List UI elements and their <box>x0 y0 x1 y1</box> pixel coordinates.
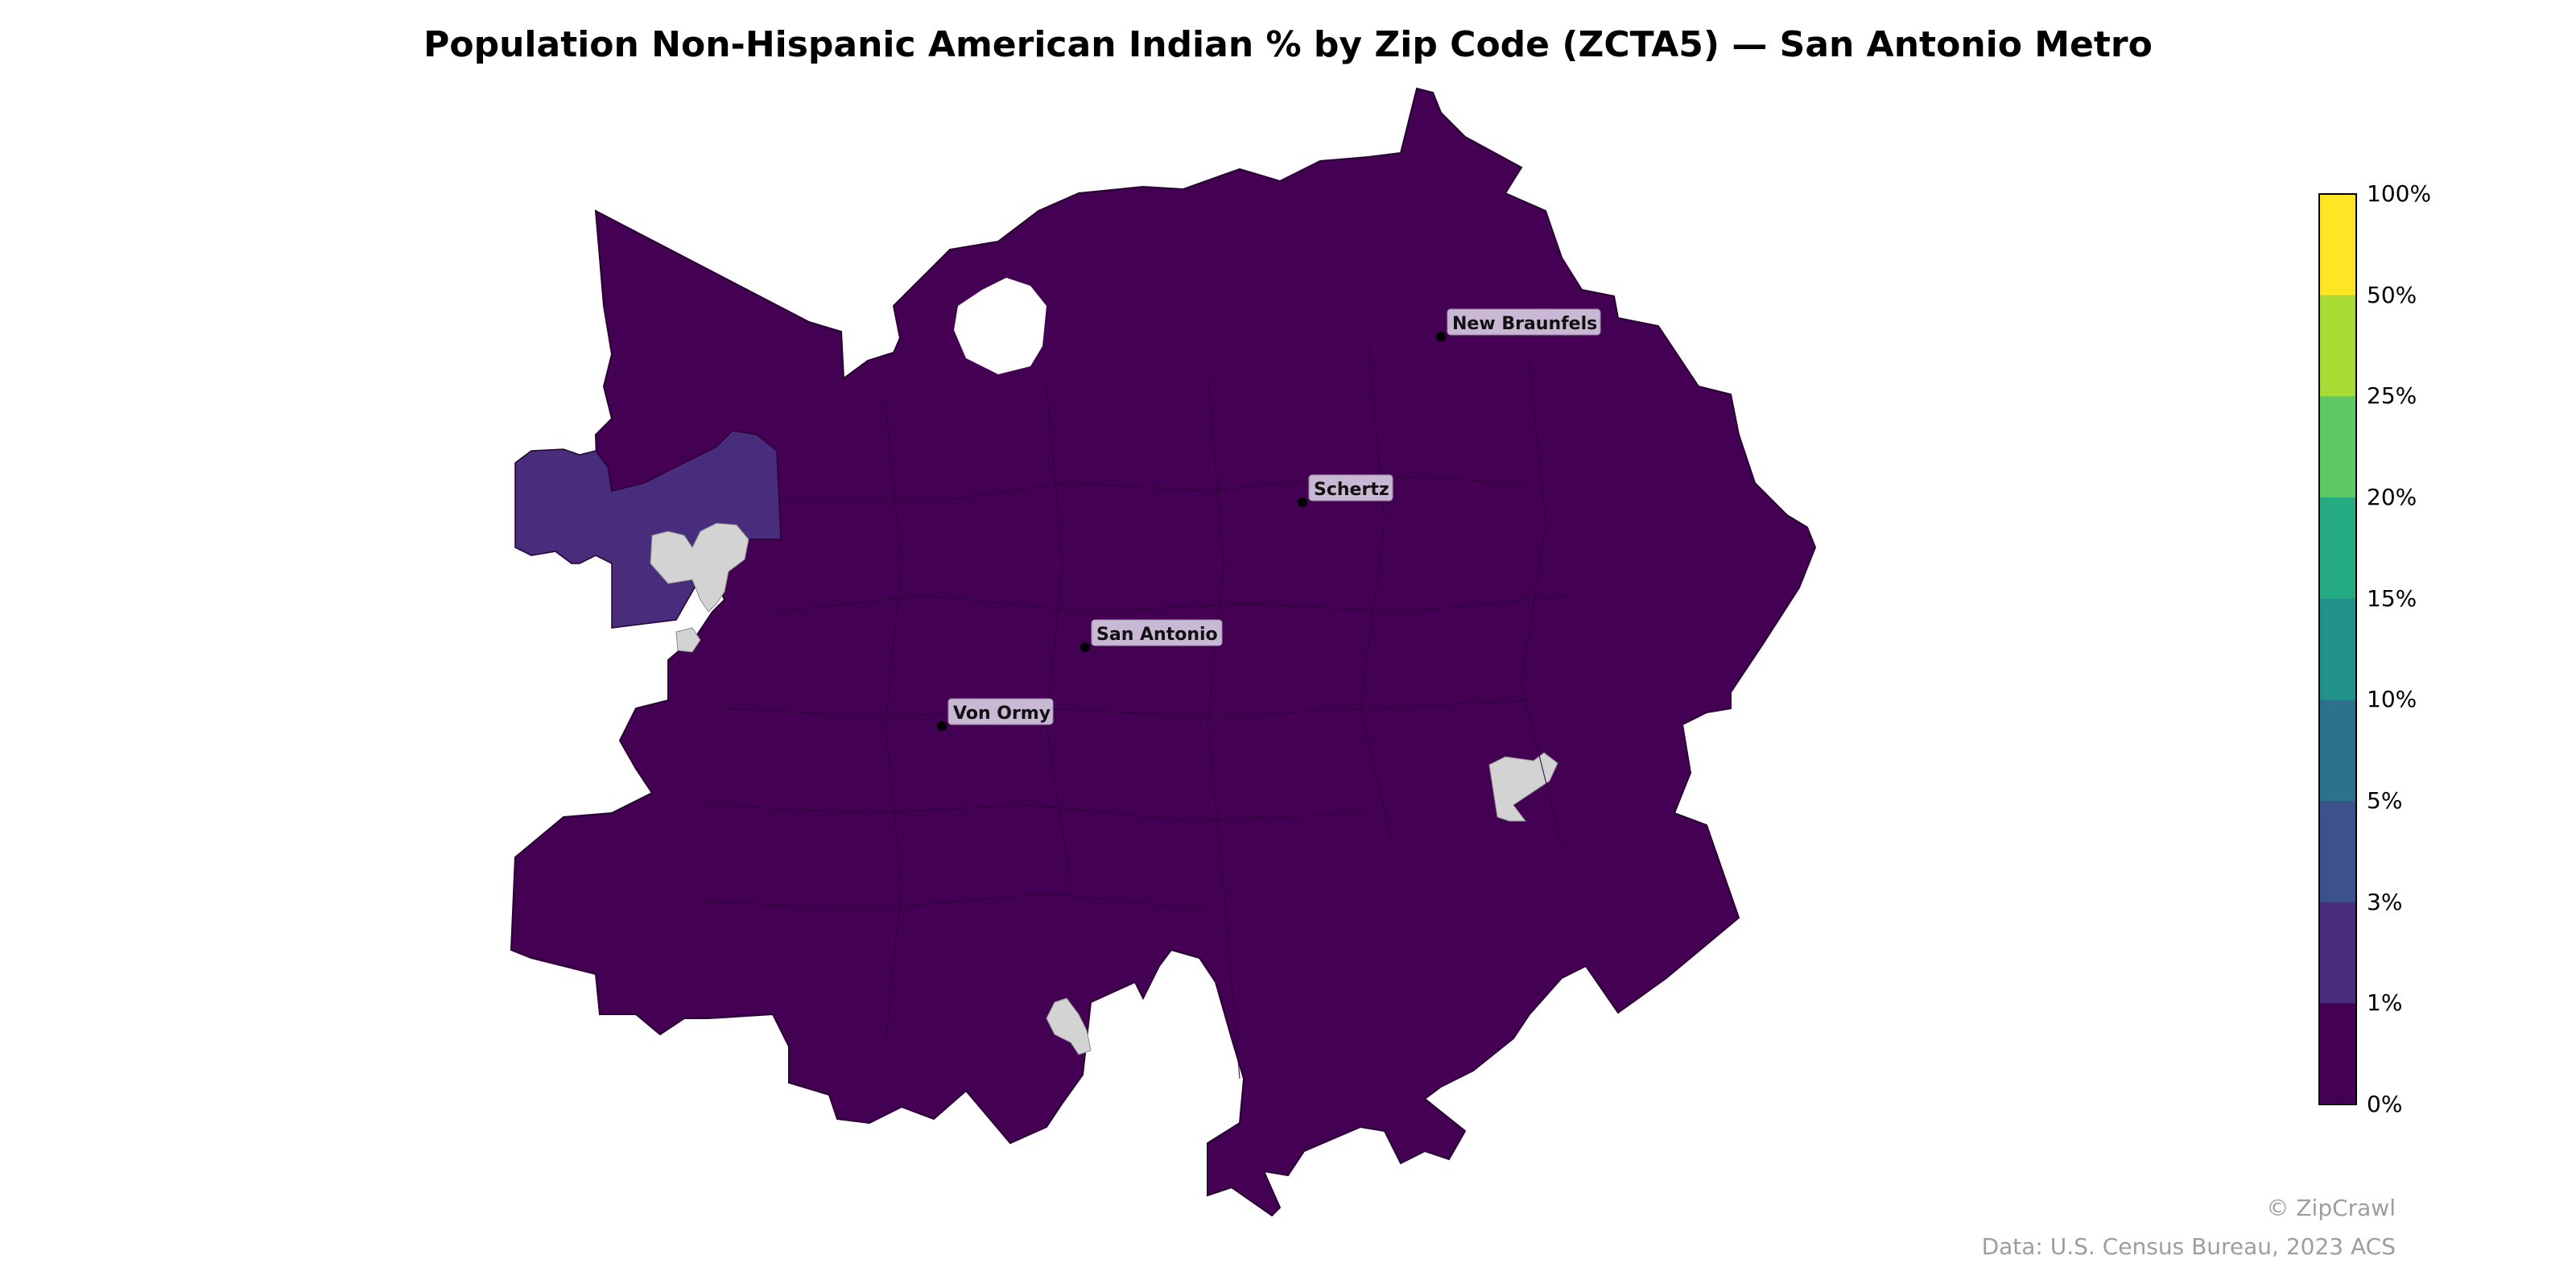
legend-tick-label: 3% <box>2367 888 2403 915</box>
metro-region <box>510 87 1817 1217</box>
legend-tick-label: 25% <box>2367 382 2417 410</box>
unincorporated-gap <box>954 278 1046 374</box>
city-marker-von-ormy: Von Ormy <box>937 698 1054 731</box>
legend-tick-label: 5% <box>2367 787 2403 814</box>
city-label: New Braunfels <box>1452 314 1597 334</box>
city-label: Schertz <box>1314 480 1389 500</box>
no-data-area <box>675 627 701 653</box>
map-title: Population Non-Hispanic American Indian … <box>423 24 2153 65</box>
source-text: Data: U.S. Census Bureau, 2023 ACS <box>1981 1233 2396 1260</box>
legend-bin <box>2319 700 2356 802</box>
legend-tick-label: 0% <box>2367 1091 2403 1117</box>
city-marker-schertz: Schertz <box>1298 474 1393 507</box>
legend-bin <box>2319 194 2356 296</box>
legend-bin <box>2319 1003 2356 1105</box>
no-data-area <box>1046 997 1092 1055</box>
legend-tick-label: 100% <box>2367 180 2432 207</box>
city-label: San Antonio <box>1096 625 1218 645</box>
credit-text: © ZipCrawl <box>2266 1195 2396 1221</box>
legend-bin <box>2319 497 2356 600</box>
city-marker-new-braunfels: New Braunfels <box>1436 308 1601 341</box>
legend-colorbar <box>2318 193 2357 1105</box>
legend-bin <box>2319 598 2356 700</box>
legend-bin <box>2319 396 2356 498</box>
legend-tick-label: 10% <box>2367 686 2417 713</box>
legend-bin <box>2319 295 2356 397</box>
city-marker-san-antonio: San Antonio <box>1080 619 1223 652</box>
legend-tick-label: 15% <box>2367 584 2417 612</box>
legend-bin <box>2319 902 2356 1004</box>
zip-boundaries <box>708 345 1571 1080</box>
no-data-area <box>1488 752 1558 822</box>
no-data-area <box>650 522 749 613</box>
city-label: Von Ormy <box>953 704 1051 724</box>
elevated-zip-region <box>514 430 782 629</box>
legend-tick-label: 50% <box>2367 281 2417 308</box>
legend-tick-label: 20% <box>2367 484 2417 510</box>
legend-bin <box>2319 801 2356 903</box>
legend-tick-label: 1% <box>2367 989 2403 1017</box>
